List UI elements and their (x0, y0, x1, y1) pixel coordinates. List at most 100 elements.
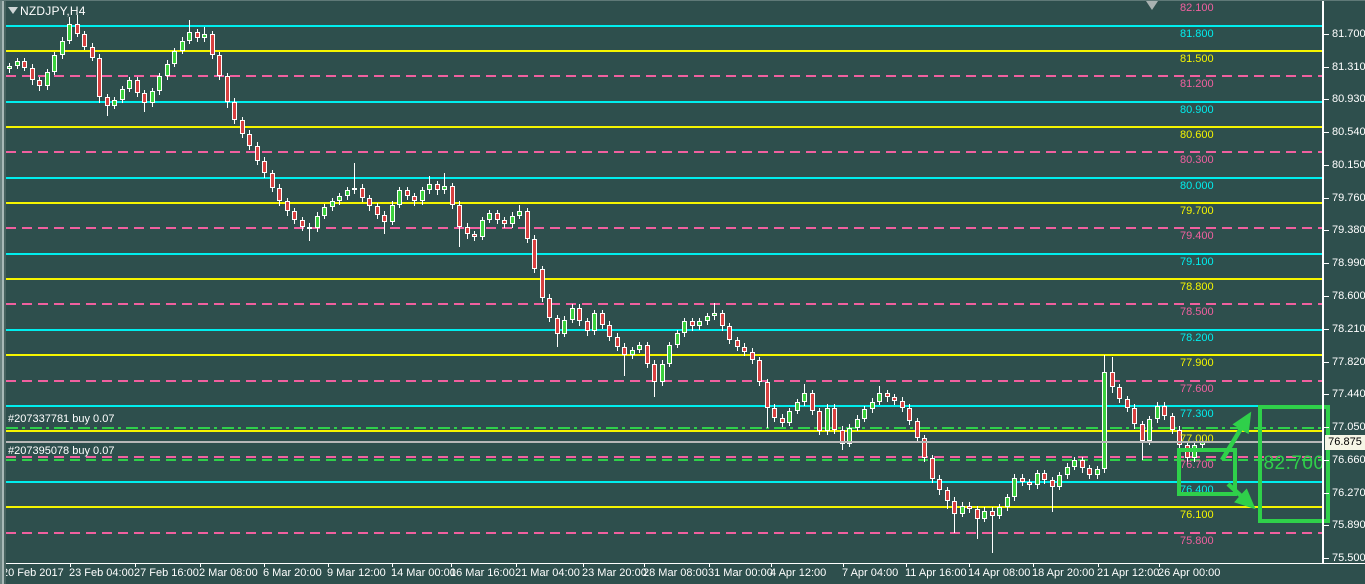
price-tick (1324, 295, 1329, 297)
candle-bear (1109, 372, 1115, 388)
candle-bear (727, 326, 732, 340)
annotation-rectangle-target[interactable]: 82.700 (1258, 405, 1330, 523)
candle-bull (592, 312, 597, 332)
level-line-79.700[interactable] (6, 202, 1322, 205)
candle-bear (1169, 416, 1175, 430)
candle-bear (134, 80, 140, 94)
candle-bull (337, 196, 342, 202)
price-tick-label: 80.930 (1332, 93, 1365, 106)
candle-bear (892, 397, 897, 401)
price-tick (1324, 361, 1329, 363)
level-label: 76.700 (1180, 458, 1214, 471)
annotation-target-price: 82.700 (1263, 453, 1325, 474)
price-axis-separator (1322, 0, 1324, 564)
time-tick-label: 2 Mar 08:00 (199, 567, 258, 579)
price-tick (1324, 197, 1329, 199)
candle-bull (187, 32, 192, 41)
candle-bear (884, 393, 890, 398)
candle-bear (502, 219, 507, 225)
price-tick (1324, 492, 1329, 494)
order-line-1[interactable] (6, 426, 1322, 429)
time-tick-label: 7 Apr 04:00 (842, 567, 899, 579)
candle-bear (689, 321, 695, 327)
candle-wick (444, 172, 445, 194)
candle-bear (1117, 387, 1122, 400)
candle-bull (352, 187, 357, 191)
time-tick-label: 4 Apr 12:00 (770, 567, 827, 579)
candle-bear (142, 93, 147, 104)
chevron-down-icon[interactable] (8, 7, 18, 14)
level-line-81.800[interactable] (6, 24, 1322, 27)
candle-bear (299, 219, 305, 227)
candle-bull (344, 190, 350, 197)
level-line-81.500[interactable] (6, 49, 1322, 52)
level-line-78.800[interactable] (6, 278, 1322, 281)
candle-bear (374, 206, 380, 215)
price-tick-label: 75.500 (1332, 551, 1365, 564)
candle-bear (1087, 468, 1092, 476)
level-line-78.200[interactable] (6, 328, 1322, 331)
level-line-77.300[interactable] (6, 404, 1322, 407)
price-tick-label: 79.380 (1332, 224, 1365, 237)
level-label: 80.300 (1180, 154, 1214, 167)
level-line-79.400[interactable] (6, 227, 1322, 230)
candle-bull (659, 363, 665, 383)
candle-bear (82, 34, 87, 47)
level-line-80.300[interactable] (6, 151, 1322, 154)
level-line-79.100[interactable] (6, 252, 1322, 255)
price-tick-label: 81.310 (1332, 60, 1365, 73)
price-tick (1324, 459, 1329, 461)
level-line-80.000[interactable] (6, 176, 1322, 179)
time-tick (906, 563, 907, 567)
candle-bear (599, 312, 605, 325)
candle-bull (59, 40, 65, 56)
level-line-76.400[interactable] (6, 480, 1322, 483)
candle-bull (157, 76, 162, 92)
chart-title: NZDJPY,H4 (20, 4, 86, 18)
candle-bull (149, 91, 155, 104)
time-tick (135, 563, 136, 567)
price-tick-label: 77.820 (1332, 355, 1365, 368)
time-tick-label: 14 Mar 00:00 (391, 567, 456, 579)
level-line-77.000[interactable] (6, 430, 1322, 433)
time-tick-label: 28 Mar 08:00 (643, 567, 708, 579)
time-tick (583, 563, 584, 567)
level-line-76.700[interactable] (6, 455, 1322, 458)
candle-bull (479, 219, 485, 237)
annotation-rectangle-small[interactable] (1177, 448, 1237, 496)
price-tick (1324, 557, 1329, 559)
candle-bear (907, 407, 912, 422)
level-label: 79.700 (1180, 205, 1214, 218)
candle-bear (547, 297, 552, 318)
level-line-80.600[interactable] (6, 125, 1322, 128)
order-line-2[interactable] (6, 458, 1322, 461)
order-line-label-1: #207337781 buy 0.07 (8, 412, 115, 425)
level-line-77.900[interactable] (6, 354, 1322, 357)
time-tick-label: 14 Apr 08:00 (968, 567, 1031, 579)
time-tick-label: 18 Apr 20:00 (1032, 567, 1095, 579)
price-tick-label: 76.660 (1332, 453, 1365, 466)
level-line-76.100[interactable] (6, 506, 1322, 509)
candle-wick (189, 19, 190, 45)
time-tick (200, 563, 201, 567)
candle-bear (284, 201, 290, 212)
price-tick (1324, 164, 1329, 166)
time-tick (392, 563, 393, 567)
price-tick (1324, 132, 1329, 134)
level-line-81.200[interactable] (6, 75, 1322, 78)
time-tick-label: 23 Feb 04:00 (69, 567, 134, 579)
level-line-78.500[interactable] (6, 303, 1322, 306)
price-tick-label: 75.890 (1332, 519, 1365, 532)
candle-bear (899, 400, 905, 408)
price-tick-label: 78.990 (1332, 257, 1365, 270)
time-tick-label: 21 Mar 04:00 (515, 567, 580, 579)
price-tick (1324, 230, 1329, 232)
window-top-border (0, 0, 1365, 1)
level-line-75.800[interactable] (6, 531, 1322, 534)
candle-bear (472, 234, 477, 237)
candle-bull (697, 321, 702, 327)
level-line-80.900[interactable] (6, 100, 1322, 103)
candle-bull (67, 23, 72, 41)
candle-bear (614, 336, 620, 347)
